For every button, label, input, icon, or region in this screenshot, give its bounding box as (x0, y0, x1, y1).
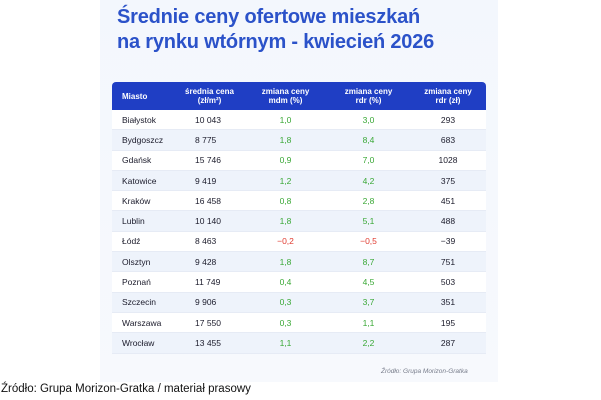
cell-avg-price: 10 140 (195, 216, 221, 227)
table-row: Gdańsk 15 746 0,9 7,0 1028 (112, 151, 486, 171)
header-change-mdm-line-2: mdm (%) (268, 96, 303, 105)
cell-change-rdr-zl: 683 (440, 134, 456, 145)
chart-title-line-2: na rynku wtórnym - kwiecień 2026 (117, 31, 435, 53)
header-change-rdr-pct: zmiana ceny rdr (%) (327, 87, 410, 105)
cell-city: Katowice (122, 175, 157, 186)
table-row: Lublin 10 140 1,8 5,1 488 (112, 211, 486, 232)
cell-city: Olsztyn (122, 256, 151, 267)
cell-city: Kraków (122, 195, 151, 206)
source-caption: Źródło: Grupa Morizon-Gratka / materiał … (1, 383, 251, 395)
cell-avg-price: 8 775 (195, 134, 217, 145)
cell-change-mdm: 0,3 (279, 297, 292, 308)
cell-change-rdr-zl: 451 (440, 195, 456, 206)
cell-change-rdr-zl: 287 (440, 337, 456, 348)
table-row: Białystok 10 043 1,0 3,0 293 (112, 110, 486, 131)
cell-city: Warszawa (122, 317, 162, 328)
cell-change-rdr-zl: 1028 (438, 155, 458, 166)
cell-city: Wrocław (122, 337, 155, 348)
cell-change-rdr-zl: 503 (440, 277, 456, 288)
cell-change-mdm: 1,0 (279, 114, 292, 125)
cell-change-rdr-zl: 375 (440, 175, 456, 186)
cell-city: Łódź (122, 236, 141, 247)
cell-avg-price: 10 043 (195, 114, 221, 125)
header-avg-price-line-1: średnia cena (185, 87, 234, 96)
cell-change-rdr-pct: 1,1 (362, 317, 375, 328)
cell-change-mdm: 1,1 (279, 337, 292, 348)
header-change-rdr-zl-line-2: rdr (zł) (435, 96, 461, 105)
header-change-rdr-zl-line-1: zmiana ceny (424, 87, 472, 96)
cell-change-mdm: 0,3 (279, 317, 292, 328)
cell-change-rdr-pct: 3,7 (362, 297, 375, 308)
cell-city: Bydgoszcz (122, 134, 164, 145)
cell-change-rdr-pct: 3,0 (362, 114, 375, 125)
table-row: Łódź 8 463 −0,2 −0,5 −39 (112, 232, 486, 253)
header-change-mdm-line-1: zmiana ceny (261, 87, 310, 96)
cell-change-mdm: −0,2 (277, 236, 294, 247)
chart-title: Średnie ceny ofertowe mieszkań na rynku … (117, 5, 457, 55)
cell-avg-price: 9 906 (195, 297, 217, 308)
header-change-mdm: zmiana ceny mdm (%) (244, 87, 327, 105)
cell-city: Białystok (122, 114, 157, 125)
cell-change-rdr-pct: 8,7 (362, 256, 375, 267)
price-table: Miasto średnia cena (zł/m²) zmiana ceny … (112, 82, 486, 354)
cell-city: Szczecin (122, 297, 157, 308)
cell-avg-price: 9 428 (195, 256, 217, 267)
cell-avg-price: 9 419 (195, 175, 217, 186)
header-city-label: Miasto (122, 91, 148, 101)
cell-change-rdr-zl: 293 (440, 114, 456, 125)
cell-city: Poznań (122, 277, 151, 288)
cell-change-rdr-pct: 2,2 (362, 337, 375, 348)
cell-city: Lublin (122, 216, 145, 227)
cell-change-rdr-pct: −0,5 (360, 236, 377, 247)
cell-avg-price: 17 550 (195, 317, 221, 328)
table-body: Białystok 10 043 1,0 3,0 293 Bydgoszcz 8 775 1,… (112, 110, 486, 354)
cell-change-rdr-pct: 8,4 (362, 134, 375, 145)
table-row: Bydgoszcz 8 775 1,8 8,4 683 (112, 130, 486, 151)
source-note-inner: Źródło: Grupa Morizon-Gratka (381, 368, 468, 375)
header-change-rdr-pct-line-2: rdr (%) (355, 96, 382, 105)
table-row: Wrocław 13 455 1,1 2,2 287 (112, 333, 486, 354)
cell-change-rdr-zl: 751 (440, 256, 456, 267)
header-avg-price-line-2: (zł/m²) (197, 96, 222, 105)
header-change-rdr-pct-line-1: zmiana ceny (344, 87, 393, 96)
cell-change-mdm: 0,8 (279, 195, 292, 206)
cell-change-rdr-pct: 5,1 (362, 216, 375, 227)
chart-title-line-1: Średnie ceny ofertowe mieszkań (117, 6, 421, 28)
cell-change-mdm: 1,2 (279, 175, 292, 186)
cell-change-rdr-zl: 195 (440, 317, 456, 328)
table-row: Szczecin 9 906 0,3 3,7 351 (112, 292, 486, 313)
table-row: Olsztyn 9 428 1,8 8,7 751 (112, 252, 486, 273)
cell-change-mdm: 1,8 (279, 216, 292, 227)
header-city: Miasto (112, 92, 175, 101)
cell-avg-price: 11 749 (195, 277, 221, 288)
cell-avg-price: 15 746 (195, 155, 221, 166)
cell-avg-price: 16 458 (195, 195, 221, 206)
cell-avg-price: 13 455 (195, 337, 221, 348)
table-row: Warszawa 17 550 0,3 1,1 195 (112, 313, 486, 334)
cell-change-rdr-zl: −39 (440, 236, 456, 247)
cell-change-mdm: 0,9 (279, 155, 292, 166)
cell-change-mdm: 0,4 (279, 277, 292, 288)
cell-change-mdm: 1,8 (279, 256, 292, 267)
header-avg-price: średnia cena (zł/m²) (175, 87, 244, 105)
cell-change-rdr-pct: 4,5 (362, 277, 375, 288)
table-row: Katowice 9 419 1,2 4,2 375 (112, 170, 486, 192)
table-row: Poznań 11 749 0,4 4,5 503 (112, 272, 486, 293)
cell-change-mdm: 1,8 (279, 134, 292, 145)
table-row: Kraków 16 458 0,8 2,8 451 (112, 191, 486, 212)
cell-change-rdr-zl: 351 (440, 297, 456, 308)
cell-avg-price: 8 463 (195, 236, 217, 247)
table-header: Miasto średnia cena (zł/m²) zmiana ceny … (112, 82, 486, 110)
cell-change-rdr-zl: 488 (440, 216, 456, 227)
cell-change-rdr-pct: 4,2 (362, 175, 375, 186)
cell-change-rdr-pct: 7,0 (362, 155, 375, 166)
header-change-rdr-zl: zmiana ceny rdr (zł) (410, 87, 486, 105)
cell-city: Gdańsk (122, 155, 152, 166)
cell-change-rdr-pct: 2,8 (362, 195, 375, 206)
